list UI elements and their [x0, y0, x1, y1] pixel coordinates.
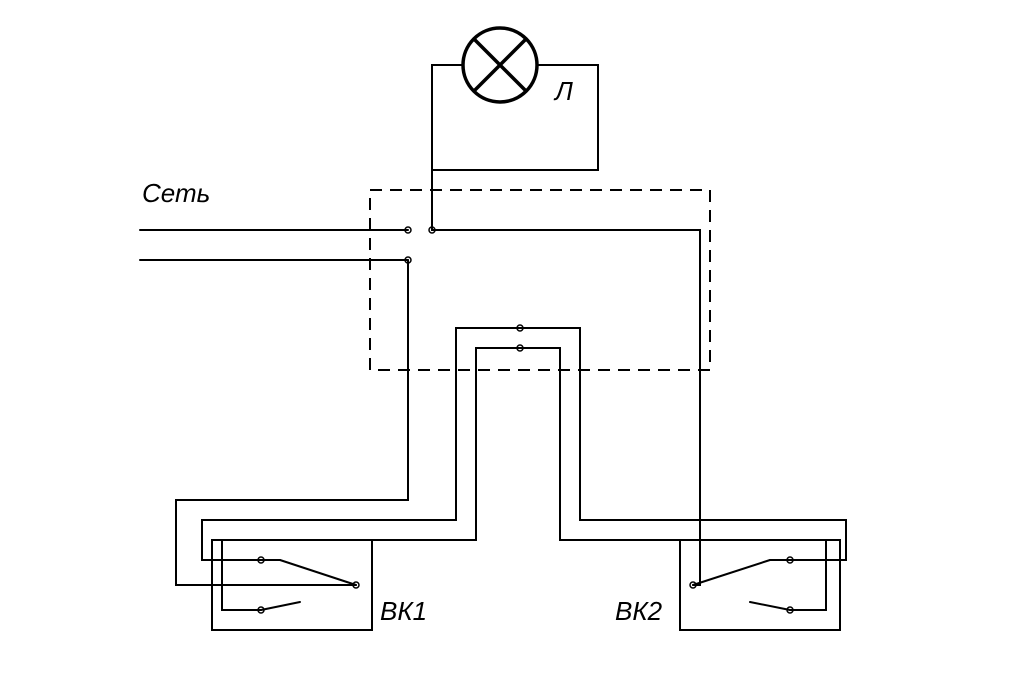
- traveler-l-upper: [202, 328, 520, 560]
- lamp-symbol: [463, 28, 537, 102]
- switch-2: [680, 540, 840, 630]
- nodes: [258, 227, 793, 613]
- lamp-lead-right: [432, 65, 700, 585]
- label-net: Сеть: [142, 178, 210, 208]
- label-sw2: ВК2: [615, 596, 663, 626]
- neutral-to-sw1: [176, 260, 408, 585]
- label-lamp: Л: [553, 76, 573, 106]
- circuit-diagram: Сеть Л ВК1 ВК2: [0, 0, 1024, 683]
- traveler-r-upper: [520, 328, 846, 560]
- junction-box: [370, 190, 710, 370]
- label-sw1: ВК1: [380, 596, 427, 626]
- lamp-lead-left: [432, 65, 463, 230]
- traveler-r-lower: [520, 348, 826, 610]
